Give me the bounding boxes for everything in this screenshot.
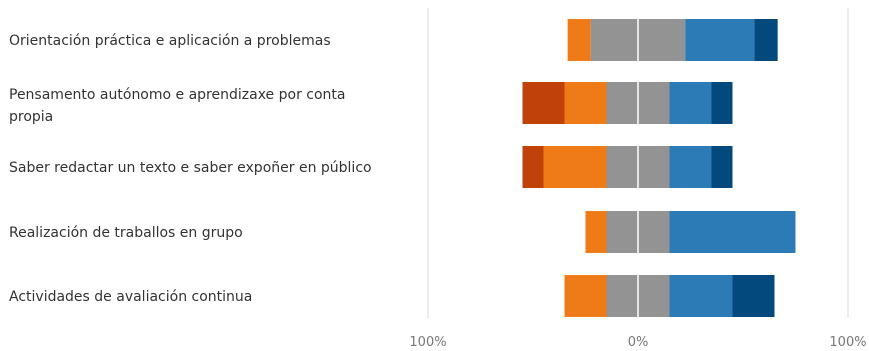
- bar-segment: [564, 275, 607, 317]
- x-tick-label: 0%: [628, 335, 649, 350]
- bar-segment: [711, 82, 733, 124]
- category-label: Actividades de avaliación continua: [9, 289, 253, 305]
- bar-segment: [522, 82, 565, 124]
- bar-segment: [669, 146, 712, 188]
- bar-segment: [732, 275, 775, 317]
- bars: [522, 8, 796, 318]
- bar-segment: [669, 275, 733, 317]
- bar-segment: [685, 19, 755, 61]
- bar-segment: [543, 146, 607, 188]
- category-label: Saber redactar un texto e saber expoñer …: [9, 160, 372, 176]
- x-axis-ticks: 100% 0% 100%: [409, 335, 866, 350]
- bar-segment: [669, 211, 796, 253]
- bar-segment: [669, 82, 712, 124]
- bar-segment: [754, 19, 778, 61]
- x-tick-label: 100%: [409, 335, 446, 350]
- bar-segment: [564, 82, 607, 124]
- bar-segment: [585, 211, 607, 253]
- category-label: Pensamento autónomo e aprendizaxe por co…: [9, 87, 346, 125]
- bar-segment: [522, 146, 544, 188]
- bar-segment: [567, 19, 591, 61]
- bar-segment: [711, 146, 733, 188]
- x-tick-label: 100%: [829, 335, 866, 350]
- category-label: Realización de traballos en grupo: [9, 225, 243, 241]
- category-label: Orientación práctica e aplicación a prob…: [9, 33, 331, 49]
